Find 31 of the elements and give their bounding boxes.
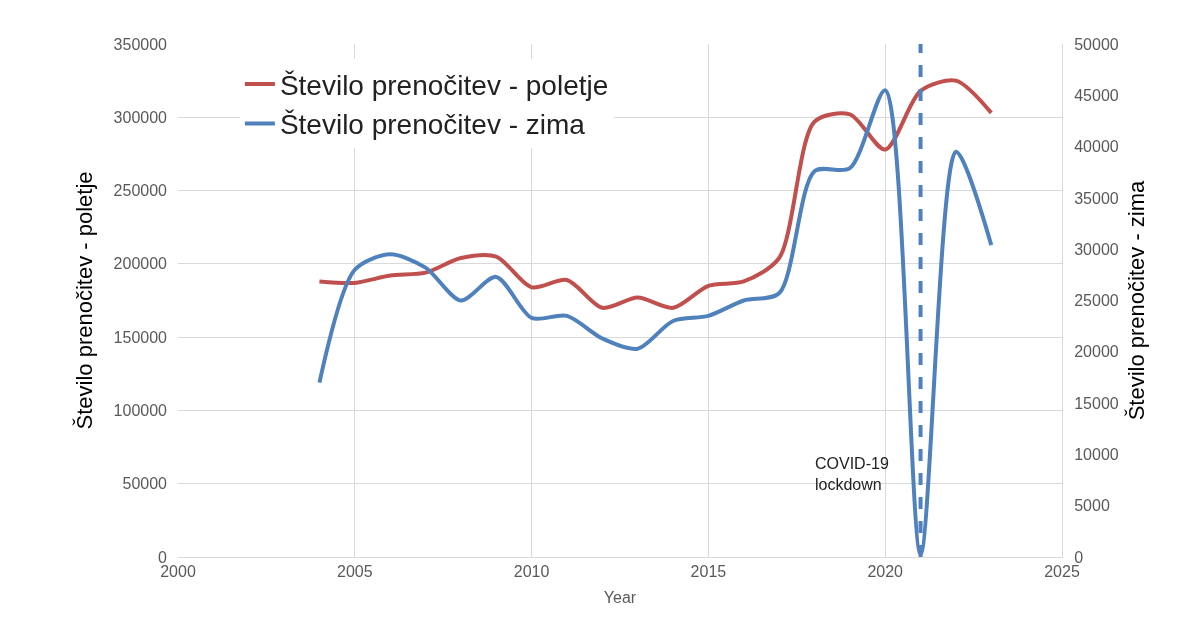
y-axis-title: Število prenočitev - poletje: [72, 171, 98, 430]
y-tick-label: 250000: [113, 182, 168, 200]
y-tick-label: 50000: [122, 475, 168, 493]
y2-tick-label: 0: [1074, 548, 1084, 566]
y2-tick-label: 20000: [1074, 343, 1119, 361]
x-tick-label: 2020: [867, 563, 904, 581]
x-tick-label: 2015: [690, 563, 727, 581]
legend-label: Število prenočitev - zima: [279, 109, 586, 141]
x-tick-label: 2025: [1044, 563, 1080, 581]
y-tick-label: 200000: [113, 255, 168, 273]
x-axis-title: Year: [603, 588, 637, 606]
ref-line-label: COVID-19 lockdown: [815, 455, 889, 493]
y-tick-label: 300000: [113, 108, 168, 126]
y-tick-label: 100000: [113, 402, 168, 420]
x-tick-label: 2000: [160, 563, 196, 581]
y2-tick-label: 30000: [1074, 240, 1119, 258]
y2-tick-label: 35000: [1074, 189, 1119, 207]
y-tick-label: 350000: [113, 35, 168, 53]
y2-tick-label: 40000: [1074, 138, 1119, 156]
x-tick-label: 2010: [513, 563, 550, 581]
y2-tick-label: 50000: [1074, 35, 1119, 53]
y2-tick-label: 15000: [1074, 394, 1119, 412]
y2-tick-label: 25000: [1074, 292, 1119, 310]
x-tick-label: 2005: [337, 563, 373, 581]
y2-axis-title: Število prenočitev - zima: [1123, 179, 1149, 421]
y2-tick-label: 5000: [1074, 497, 1110, 515]
y2-tick-label: 10000: [1074, 446, 1119, 463]
y2-tick-label: 45000: [1074, 86, 1119, 104]
legend-label: Število prenočitev - poletje: [279, 70, 609, 102]
y-tick-label: 0: [158, 548, 168, 566]
y-tick-label: 150000: [113, 328, 168, 346]
